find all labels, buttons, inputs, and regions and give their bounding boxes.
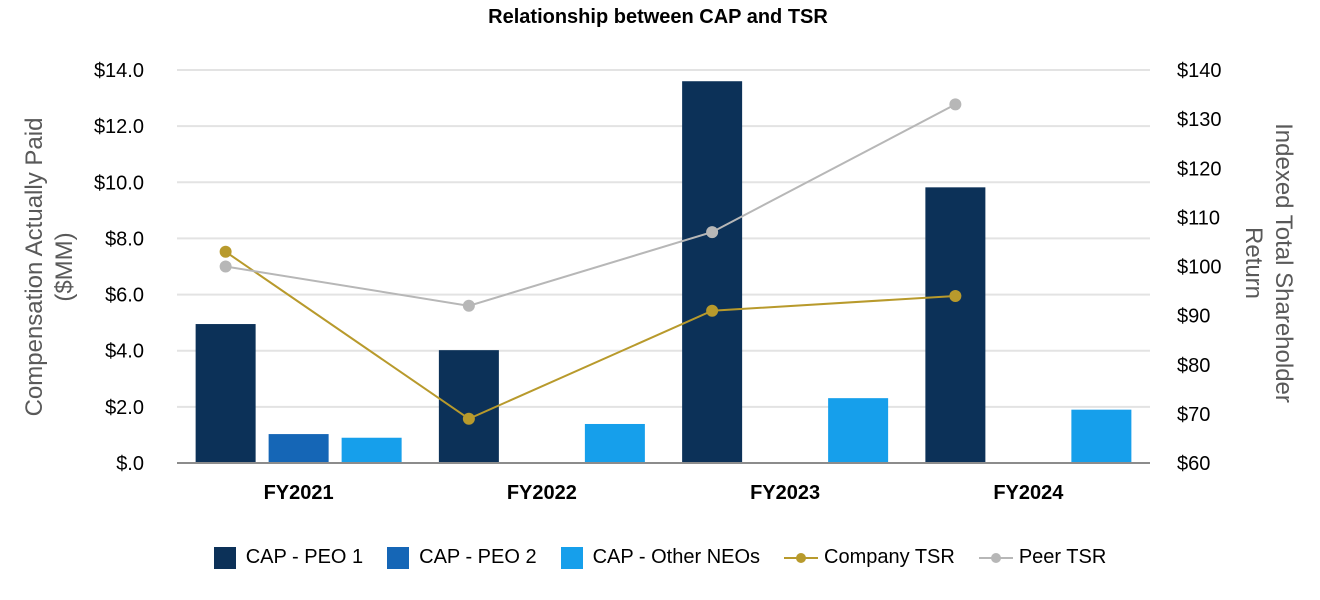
point-company-tsr-fy2024 — [949, 289, 962, 302]
legend-label: CAP - PEO 1 — [245, 546, 364, 568]
chart-legend: CAP - PEO 1 CAP - PEO 2 CAP - Other NEOs… — [0, 546, 1320, 569]
point-peer-tsr-fy2022 — [462, 299, 475, 312]
legend-swatch — [560, 546, 583, 569]
bar-cap-other-neos-fy2022 — [584, 423, 645, 463]
y-left-tick-label: $6.0 — [105, 285, 144, 307]
gridlines — [177, 69, 1150, 408]
y-right-tick-label: $100 — [1177, 257, 1222, 279]
point-company-tsr-fy2021 — [219, 245, 232, 258]
chart-plot: $14.0 $12.0 $10.0 $8.0 $6.0 $4.0 $2.0 $.0 $140 $1… — [21, 60, 1297, 504]
bar-cap-peo-1-fy2022 — [438, 350, 499, 463]
legend-swatch — [784, 547, 819, 569]
y-left-tick-label: $.0 — [116, 453, 144, 475]
y-left-tick-label: $12.0 — [94, 116, 144, 138]
x-category-label: FY2022 — [507, 482, 577, 504]
line-peer-tsr — [225, 103, 956, 307]
line-company-tsr — [225, 250, 956, 420]
bar-cap-peo-2-fy2021 — [268, 434, 329, 463]
legend-item-cap-other-neos: CAP - Other NEOs — [560, 546, 761, 569]
y-left-tick-label: $4.0 — [105, 341, 144, 363]
bar-cap-peo-1-fy2023 — [682, 81, 743, 463]
legend-swatch — [213, 546, 236, 569]
legend-item-company-tsr: Company TSR — [784, 546, 955, 569]
chart-title: Relationship between CAP and TSR — [488, 6, 828, 28]
y-left-tick-label: $10.0 — [94, 172, 144, 194]
point-company-tsr-fy2022 — [462, 412, 475, 425]
y-right-tick-label: $70 — [1177, 404, 1210, 426]
point-peer-tsr-fy2023 — [706, 226, 719, 239]
y-right-tick-label: $130 — [1177, 109, 1222, 131]
legend-item-cap-peo-2: CAP - PEO 2 — [387, 546, 537, 569]
y-right-tick-label: $80 — [1177, 355, 1210, 377]
legend-item-cap-peo-1: CAP - PEO 1 — [213, 546, 364, 569]
x-category-label: FY2024 — [993, 482, 1064, 504]
x-category-label: FY2021 — [264, 482, 334, 504]
y-axis-left-label-unit: ($MM) — [51, 232, 78, 301]
y-right-tick-label: $110 — [1177, 207, 1220, 229]
point-company-tsr-fy2023 — [706, 304, 719, 317]
legend-swatch — [387, 546, 410, 569]
legend-item-peer-tsr: Peer TSR — [978, 546, 1107, 569]
y-left-tick-label: $14.0 — [94, 60, 144, 82]
bars — [195, 81, 1132, 464]
y-axis-right-label: Indexed Total Shareholder — [1270, 123, 1297, 403]
y-right-tick-label: $120 — [1177, 158, 1222, 180]
bar-cap-other-neos-fy2021 — [341, 437, 402, 463]
y-left-tick-label: $2.0 — [105, 397, 144, 419]
y-axis-right-label-line2: Return — [1240, 227, 1267, 299]
x-category-label: FY2023 — [750, 482, 820, 504]
point-peer-tsr-fy2021 — [219, 260, 232, 273]
y-axis-left-label: Compensation Actually Paid — [21, 118, 48, 417]
point-peer-tsr-fy2024 — [949, 98, 962, 111]
y-right-tick-label: $140 — [1177, 60, 1222, 82]
tsr-lines — [219, 98, 962, 425]
bar-cap-other-neos-fy2024 — [1071, 409, 1132, 463]
bar-cap-other-neos-fy2023 — [828, 398, 889, 463]
y-right-tick-label: $90 — [1177, 306, 1210, 328]
legend-swatch — [978, 547, 1013, 569]
bar-cap-peo-1-fy2021 — [195, 324, 256, 463]
y-left-tick-label: $8.0 — [105, 228, 144, 250]
y-right-tick-label: $60 — [1177, 453, 1210, 475]
axes: $14.0 $12.0 $10.0 $8.0 $6.0 $4.0 $2.0 $.0 $140 $1… — [94, 60, 1222, 504]
legend-label: CAP - PEO 2 — [419, 546, 537, 568]
bar-cap-peo-1-fy2024 — [925, 187, 986, 464]
legend-label: Company TSR — [824, 546, 955, 568]
legend-label: Peer TSR — [1018, 546, 1107, 568]
legend-label: CAP - Other NEOs — [592, 546, 761, 568]
